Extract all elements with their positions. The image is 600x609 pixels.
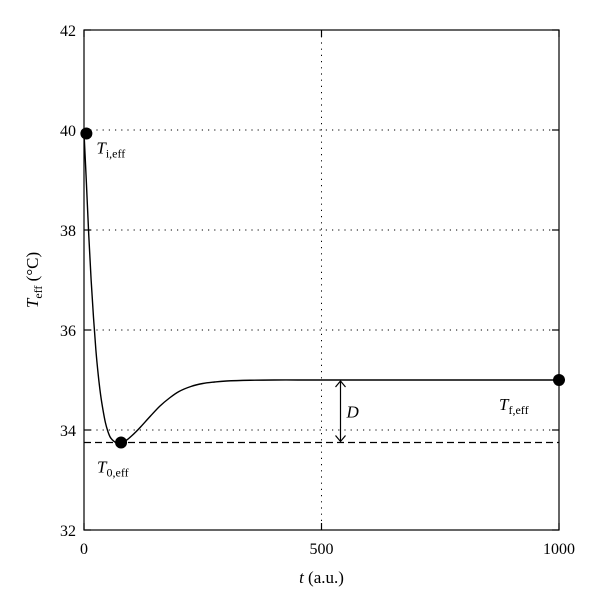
temperature-curve — [83, 132, 559, 444]
y-tick-label: 40 — [60, 123, 76, 140]
x-tick-label: 0 — [80, 541, 88, 558]
y-tick-label: 38 — [60, 223, 76, 240]
y-tick-label: 42 — [60, 23, 76, 40]
point-minimum — [115, 436, 128, 449]
y-axis-unit: (°C) — [23, 252, 42, 286]
y-tick-label: 32 — [60, 523, 76, 540]
point-label-initial: Ti,eff — [96, 139, 125, 161]
plot-frame — [83, 29, 560, 531]
y-tick-label: 34 — [60, 423, 76, 440]
axis-ticks: 32 34 36 38 40 42 0 500 1000 — [60, 23, 575, 558]
x-tick-label: 1000 — [543, 541, 575, 558]
y-axis-symbol: T — [23, 297, 42, 308]
y-axis-label: Teff (°C) — [23, 252, 45, 308]
grid-lines — [84, 30, 559, 530]
y-axis-subscript: eff — [31, 286, 45, 299]
point-label-minimum: T0,eff — [97, 458, 129, 480]
x-axis-unit: (a.u.) — [304, 568, 344, 587]
gap-arrow-head-top — [335, 380, 346, 388]
point-initial — [80, 127, 93, 140]
y-tick-label: 36 — [60, 323, 76, 340]
gap-label: D — [346, 402, 360, 421]
plot-series — [80, 127, 565, 449]
x-tick-label: 500 — [310, 541, 334, 558]
point-label-final: Tf,eff — [499, 395, 529, 417]
x-axis-symbol: t — [299, 568, 305, 587]
gap-arrow-head-bottom — [335, 435, 346, 443]
x-axis-label: t (a.u.) — [299, 568, 344, 587]
annotations: Ti,eff T0,eff Tf,eff D — [96, 139, 528, 480]
